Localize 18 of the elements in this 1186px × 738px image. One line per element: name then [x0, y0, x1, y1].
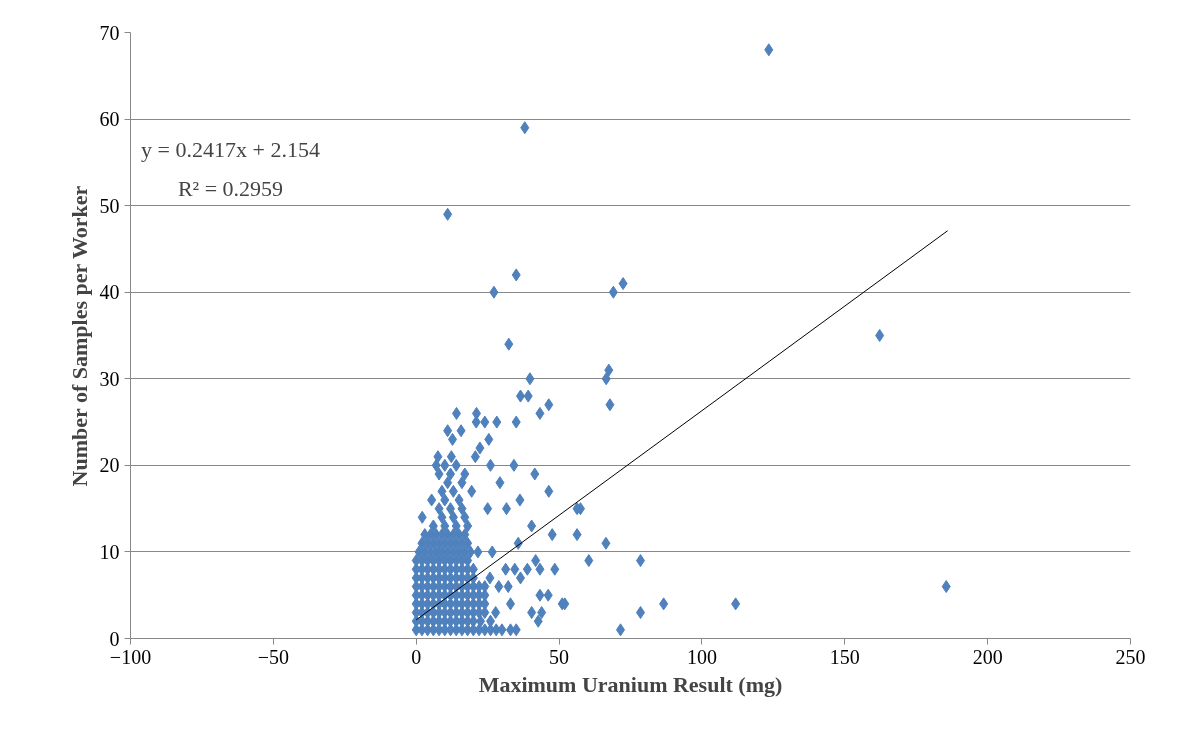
y-tick-label: 20 — [99, 454, 120, 477]
y-tick-label: 30 — [99, 367, 120, 390]
x-tick-label: 150 — [829, 645, 860, 668]
y-tick-label: 40 — [99, 281, 120, 304]
y-tick-label: 10 — [99, 540, 120, 563]
x-tick-label: 100 — [686, 645, 717, 668]
y-tick-label: 50 — [99, 194, 120, 217]
y-tick-label: 70 — [99, 21, 120, 44]
x-tick-label: −50 — [257, 645, 289, 668]
y-axis-title: Number of Samples per Worker — [66, 185, 92, 487]
x-tick-label: 250 — [1115, 645, 1146, 668]
y-tick-label: 60 — [99, 108, 120, 131]
x-tick-label: 50 — [549, 645, 570, 668]
x-axis-title: Maximum Uranium Result (mg) — [478, 671, 783, 697]
annotation: R² = 0.2959 — [177, 175, 284, 201]
x-tick-label: 0 — [411, 645, 422, 668]
annotation: y = 0.2417x + 2.154 — [141, 136, 320, 162]
x-tick-label: 200 — [972, 645, 1003, 668]
